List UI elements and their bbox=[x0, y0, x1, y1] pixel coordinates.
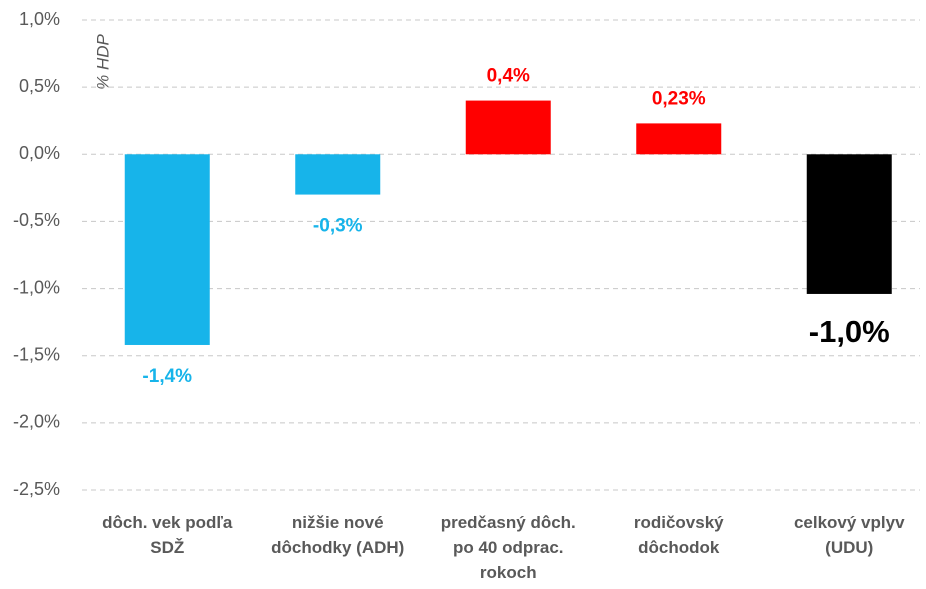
x-tick-label-line: celkový vplyv bbox=[794, 513, 905, 532]
x-tick-label: dôch. vek podľa SDŽ bbox=[102, 513, 233, 557]
x-tick-label-line: dôch. vek podľa bbox=[102, 513, 233, 532]
x-tick-label-line: SDŽ bbox=[150, 538, 184, 557]
x-tick-label-line: rokoch bbox=[480, 563, 537, 582]
x-tick-label-line: (UDU) bbox=[825, 538, 873, 557]
bar bbox=[636, 123, 722, 155]
value-label: 0,4% bbox=[487, 66, 530, 87]
x-tick-label: predčasný dôch. po 40 odprac. rokoch bbox=[441, 513, 576, 582]
x-tick-label-line: dôchodky (ADH) bbox=[271, 538, 404, 557]
y-tick-label: -1,5% bbox=[13, 344, 60, 364]
value-label: -0,3% bbox=[313, 216, 363, 237]
value-label: 0,23% bbox=[652, 88, 706, 109]
bar bbox=[806, 154, 892, 294]
x-tick-label: celkový vplyv (UDU) bbox=[794, 513, 905, 557]
value-label: -1,4% bbox=[142, 366, 192, 387]
x-tick-label-line: rodičovský bbox=[634, 513, 724, 532]
value-label: -1,0% bbox=[809, 314, 890, 349]
x-tick-label: rodičovský dôchodok bbox=[634, 513, 724, 557]
bar bbox=[124, 154, 210, 345]
y-tick-label: 1,0% bbox=[19, 9, 60, 29]
x-tick-label-line: dôchodok bbox=[638, 538, 720, 557]
y-tick-label: -2,5% bbox=[13, 479, 60, 499]
y-tick-label: -1,0% bbox=[13, 277, 60, 297]
y-tick-label: 0,5% bbox=[19, 76, 60, 96]
bar bbox=[295, 154, 381, 195]
y-tick-label: -0,5% bbox=[13, 210, 60, 230]
x-tick-label-line: po 40 odprac. bbox=[453, 538, 564, 557]
y-axis-label: % HDP bbox=[93, 33, 112, 89]
bar bbox=[465, 100, 551, 155]
y-tick-label: 0,0% bbox=[19, 143, 60, 163]
y-tick-label: -2,0% bbox=[13, 412, 60, 432]
x-tick-label-line: nižšie nové bbox=[292, 513, 384, 532]
x-tick-label-line: predčasný dôch. bbox=[441, 513, 576, 532]
x-tick-label: nižšie nové dôchodky (ADH) bbox=[271, 513, 404, 557]
